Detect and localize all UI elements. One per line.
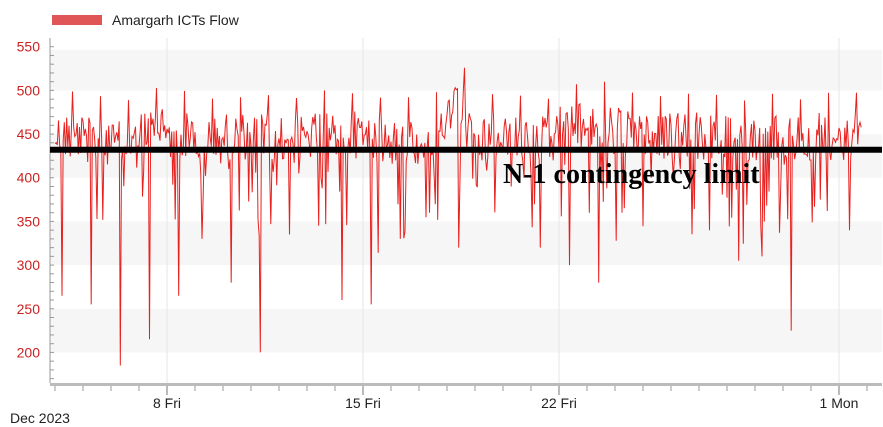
grid-band-top [50, 46, 882, 50]
grid-band [50, 308, 882, 353]
y-axis: 200 250 300 350 400 450 500 550 [17, 38, 54, 383]
legend-swatch [52, 15, 102, 25]
grid-band [50, 46, 882, 91]
y-tick-label: 300 [17, 257, 41, 273]
y-tick-label: 550 [17, 39, 41, 55]
grid-band [50, 265, 882, 309]
x-tick-label: 15 Fri [345, 395, 381, 411]
x-axis: 8 Fri 15 Fri 22 Fri 1 Mon [50, 383, 882, 411]
y-tick-label: 350 [17, 213, 41, 229]
series-line [54, 67, 862, 366]
y-tick-label: 200 [17, 344, 41, 360]
x-tick-label: 1 Mon [820, 395, 859, 411]
y-tick-label: 450 [17, 126, 41, 142]
y-tick-label: 250 [17, 301, 41, 317]
limit-line-group: N-1 contingency limit [50, 146, 882, 190]
month-label: Dec 2023 [10, 410, 70, 426]
x-tick-label: 22 Fri [541, 395, 577, 411]
legend[interactable]: Amargarh ICTs Flow [52, 12, 240, 28]
series-amargarh-icts-flow [54, 67, 862, 366]
legend-label: Amargarh ICTs Flow [112, 12, 240, 28]
y-tick-label: 400 [17, 170, 41, 186]
x-tick-label: 8 Fri [153, 395, 181, 411]
grid-band [50, 221, 882, 266]
limit-annotation: N-1 contingency limit [503, 159, 760, 190]
y-tick-label: 500 [17, 82, 41, 98]
x-axis-bar [50, 383, 882, 386]
